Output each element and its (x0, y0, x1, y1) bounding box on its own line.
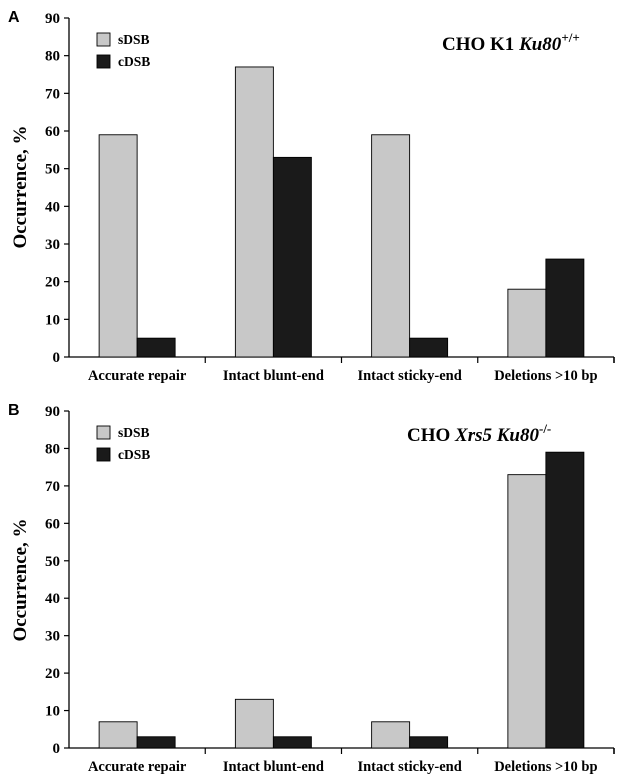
y-tick-label: 70 (45, 479, 60, 495)
y-tick-label: 40 (45, 591, 60, 607)
chart-title: CHO Xrs5 Ku80-/- (407, 421, 551, 446)
bar-cdsb (409, 337, 449, 358)
y-tick-label: 20 (45, 666, 60, 682)
panel-label: B (8, 402, 20, 419)
y-tick-label: 0 (53, 741, 61, 757)
bar-sdsb (507, 288, 547, 358)
y-tick-label: 90 (45, 11, 60, 27)
y-tick-label: 90 (45, 404, 60, 420)
bar-sdsb (371, 721, 411, 749)
bar-cdsb (136, 337, 176, 358)
bar-cdsb (272, 156, 312, 358)
legend-label: cDSB (118, 447, 150, 462)
legend: sDSB cDSB (96, 425, 150, 462)
panel-label: A (8, 9, 20, 26)
legend-swatch-sdsb (96, 425, 111, 440)
legend-label: cDSB (118, 54, 150, 69)
bar-sdsb (98, 134, 138, 358)
y-tick-label: 0 (53, 350, 61, 366)
bar-sdsb (507, 474, 547, 749)
y-tick-label: 30 (45, 629, 60, 645)
x-category-label: Intact sticky-end (357, 368, 461, 384)
x-category-label: Accurate repair (88, 759, 187, 774)
x-category-label: Accurate repair (88, 368, 187, 384)
chart-panel-a: A 0 10 20 30 40 50 60 70 80 90 Occurrence, % Accurat… (8, 9, 615, 384)
y-tick-label: 80 (45, 49, 60, 65)
bar-cdsb (136, 736, 176, 749)
x-category-label: Deletions >10 bp (494, 368, 597, 384)
bar-cdsb (272, 736, 312, 749)
legend-swatch-cdsb (96, 447, 111, 462)
bar-sdsb (234, 66, 274, 358)
bar-cdsb (545, 451, 585, 749)
y-tick-label: 60 (45, 124, 60, 140)
bar-cdsb (545, 258, 585, 358)
bar-sdsb (234, 698, 274, 749)
bar-sdsb (371, 134, 411, 358)
chart-panel-b: B 0 10 20 30 40 50 60 70 80 90 Occurrence, % Accurat… (8, 402, 615, 774)
y-tick-label: 60 (45, 516, 60, 532)
legend: sDSB cDSB (96, 32, 150, 69)
x-category-label: Intact sticky-end (357, 759, 461, 774)
chart-title: CHO K1 Ku80+/+ (442, 30, 580, 55)
x-category-label: Intact blunt-end (223, 759, 324, 774)
y-tick-label: 20 (45, 275, 60, 291)
legend-label: sDSB (118, 32, 150, 47)
legend-label: sDSB (118, 425, 150, 440)
y-tick-label: 80 (45, 441, 60, 457)
y-tick-label: 10 (45, 312, 60, 328)
y-tick-label: 50 (45, 554, 60, 570)
y-tick-label: 70 (45, 86, 60, 102)
y-axis-label: Occurrence, % (10, 518, 31, 641)
x-category-label: Deletions >10 bp (494, 759, 597, 774)
y-axis-label: Occurrence, % (10, 125, 31, 248)
y-tick-label: 50 (45, 162, 60, 178)
legend-swatch-sdsb (96, 32, 111, 47)
legend-swatch-cdsb (96, 54, 111, 69)
bar-cdsb (409, 736, 449, 749)
y-tick-label: 10 (45, 704, 60, 720)
bar-sdsb (98, 721, 138, 749)
x-category-label: Intact blunt-end (223, 368, 324, 384)
y-tick-label: 30 (45, 237, 60, 253)
y-tick-label: 40 (45, 199, 60, 215)
